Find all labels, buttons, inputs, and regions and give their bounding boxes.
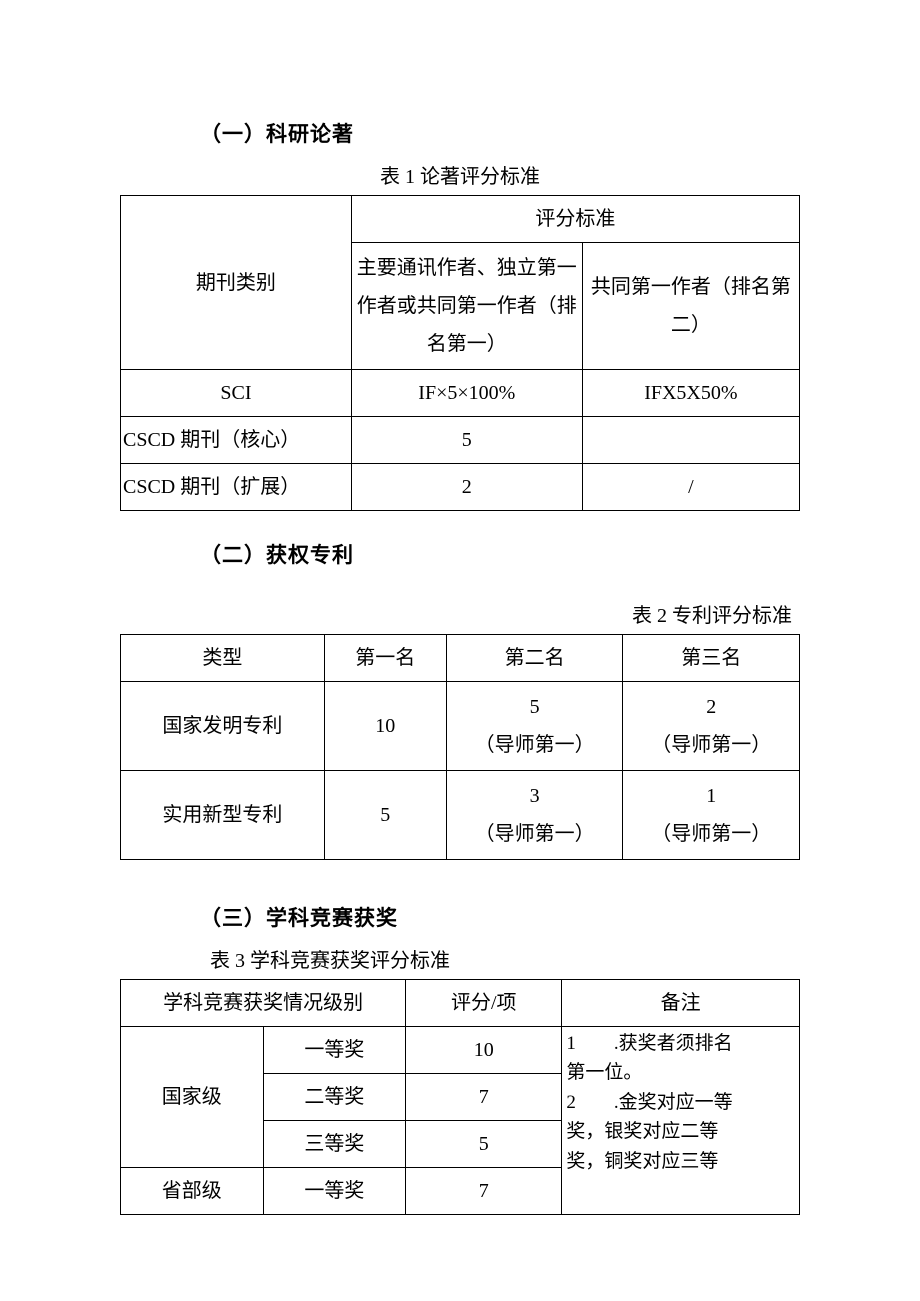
t2-r1-c2: 5 <box>324 771 446 860</box>
table1-caption: 表 1 论著评分标准 <box>120 160 800 189</box>
t2-r1-c1: 实用新型专利 <box>121 771 325 860</box>
t1-r1-c3 <box>582 417 799 464</box>
t1-r0-c1: SCI <box>121 370 352 417</box>
t3-r2-award: 三等奖 <box>263 1121 406 1168</box>
t3-level-national: 国家级 <box>121 1027 264 1168</box>
section3-heading: （三）学科竞赛获奖 <box>200 902 800 932</box>
t1-r1-c1: CSCD 期刊（核心） <box>121 417 352 464</box>
table2-caption: 表 2 专利评分标准 <box>120 599 800 628</box>
t3-note-l0: 1 .获奖者须排名 <box>566 1033 732 1054</box>
table-row: CSCD 期刊（核心） 5 <box>121 417 800 464</box>
t3-r1-score: 7 <box>406 1074 562 1121</box>
t1-r0-c2: IF×5×100% <box>351 370 582 417</box>
t1-r1-c2: 5 <box>351 417 582 464</box>
t2-r0-c3-top: 5 <box>530 696 540 718</box>
section2-heading: （二）获权专利 <box>200 539 800 569</box>
table-row: SCI IF×5×100% IFX5X50% <box>121 370 800 417</box>
t1-h-col2b: 共同第一作者（排名第二） <box>582 243 799 370</box>
t3-r3-award: 一等奖 <box>263 1168 406 1215</box>
t1-r0-c3: IFX5X50% <box>582 370 799 417</box>
t2-h3: 第三名 <box>623 635 800 682</box>
t3-note-l4: 奖，铜奖对应三等 <box>566 1151 718 1172</box>
table-row: CSCD 期刊（扩展） 2 / <box>121 464 800 511</box>
t1-h-group: 评分标准 <box>351 196 799 243</box>
t3-h-col1: 学科竞赛获奖情况级别 <box>121 980 406 1027</box>
table-row: 实用新型专利 5 3 （导师第一） 1 （导师第一） <box>121 771 800 860</box>
t2-r0-c3-bot: （导师第一） <box>475 734 595 756</box>
t3-r2-score: 5 <box>406 1121 562 1168</box>
t1-h-col2a: 主要通讯作者、独立第一作者或共同第一作者（排名第一） <box>351 243 582 370</box>
t1-r2-c1: CSCD 期刊（扩展） <box>121 464 352 511</box>
t3-r3-score: 7 <box>406 1168 562 1215</box>
t2-r0-c4-bot: （导师第一） <box>651 734 771 756</box>
table-row: 国家发明专利 10 5 （导师第一） 2 （导师第一） <box>121 682 800 771</box>
table2: 类型 第一名 第二名 第三名 国家发明专利 10 5 （导师第一） 2 （导师第… <box>120 634 800 860</box>
table1: 期刊类别 评分标准 主要通讯作者、独立第一作者或共同第一作者（排名第一） 共同第… <box>120 195 800 511</box>
t2-r0-c2: 10 <box>324 682 446 771</box>
t3-r0-award: 一等奖 <box>263 1027 406 1074</box>
t3-notes: 1 .获奖者须排名 第一位。 2 .金奖对应一等 奖，银奖对应二等 奖，铜奖对应… <box>562 1027 800 1215</box>
t2-r0-c4-top: 2 <box>706 696 716 718</box>
table3-caption: 表 3 学科竞赛获奖评分标准 <box>210 944 800 973</box>
t2-r0-c1: 国家发明专利 <box>121 682 325 771</box>
t2-h1: 第一名 <box>324 635 446 682</box>
t3-r0-score: 10 <box>406 1027 562 1074</box>
t1-h-col1: 期刊类别 <box>121 196 352 370</box>
t2-r1-c4-bot: （导师第一） <box>651 823 771 845</box>
t2-r1-c4-top: 1 <box>706 785 716 807</box>
t2-h0: 类型 <box>121 635 325 682</box>
t2-r1-c3-bot: （导师第一） <box>475 823 595 845</box>
t3-note-l1: 第一位。 <box>566 1062 642 1083</box>
section1-heading: （一）科研论著 <box>200 118 800 148</box>
t1-r2-c2: 2 <box>351 464 582 511</box>
table-row: 国家级 一等奖 10 1 .获奖者须排名 第一位。 2 .金奖对应一等 奖，银奖… <box>121 1027 800 1074</box>
t1-r2-c3: / <box>582 464 799 511</box>
table3: 学科竞赛获奖情况级别 评分/项 备注 国家级 一等奖 10 1 .获奖者须排名 … <box>120 979 800 1215</box>
t2-r0-c3: 5 （导师第一） <box>446 682 623 771</box>
t2-r0-c4: 2 （导师第一） <box>623 682 800 771</box>
t3-h-col3: 备注 <box>562 980 800 1027</box>
t2-h2: 第二名 <box>446 635 623 682</box>
t3-r1-award: 二等奖 <box>263 1074 406 1121</box>
t2-r1-c3: 3 （导师第一） <box>446 771 623 860</box>
t3-h-col2: 评分/项 <box>406 980 562 1027</box>
t3-level-provincial: 省部级 <box>121 1168 264 1215</box>
t2-r1-c3-top: 3 <box>530 785 540 807</box>
t3-note-l2: 2 .金奖对应一等 <box>566 1092 732 1113</box>
t2-r1-c4: 1 （导师第一） <box>623 771 800 860</box>
t3-note-l3: 奖，银奖对应二等 <box>566 1121 718 1142</box>
